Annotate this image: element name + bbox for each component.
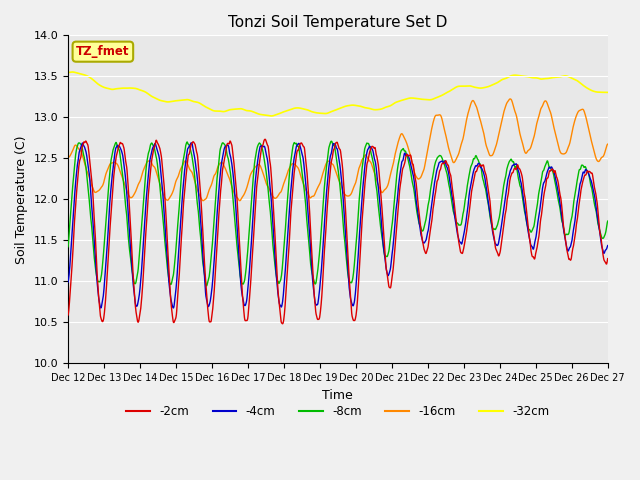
Y-axis label: Soil Temperature (C): Soil Temperature (C) — [15, 135, 28, 264]
Legend: -2cm, -4cm, -8cm, -16cm, -32cm: -2cm, -4cm, -8cm, -16cm, -32cm — [122, 401, 554, 423]
X-axis label: Time: Time — [323, 389, 353, 402]
Text: TZ_fmet: TZ_fmet — [76, 45, 130, 58]
Title: Tonzi Soil Temperature Set D: Tonzi Soil Temperature Set D — [228, 15, 447, 30]
